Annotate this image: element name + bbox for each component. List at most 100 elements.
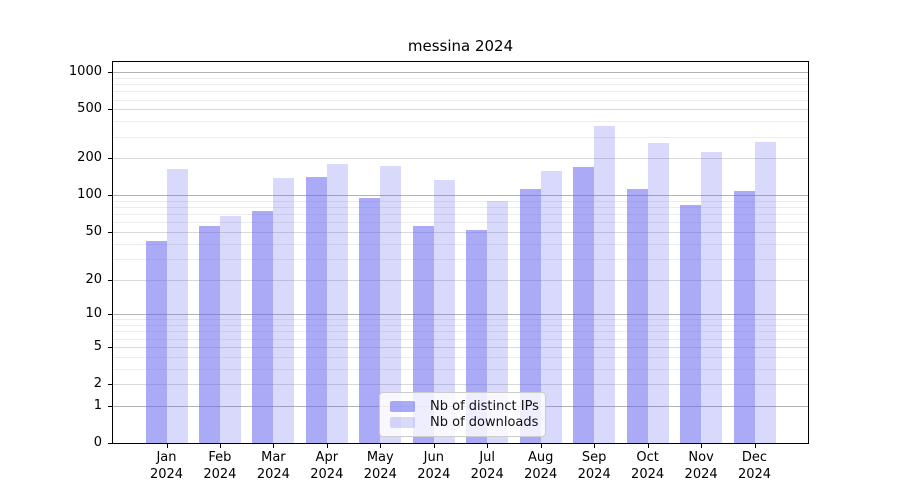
y-tick-label: 5 <box>93 338 102 354</box>
gridline-10 <box>113 314 808 316</box>
bar-distinct-ips <box>359 198 381 443</box>
y-tick <box>108 231 113 233</box>
x-tick-label: May 2024 <box>363 450 397 482</box>
x-tick <box>647 444 649 448</box>
legend-swatch-distinct-ips-icon <box>390 401 415 412</box>
gridline-70 <box>113 214 808 216</box>
bar-downloads <box>433 180 455 443</box>
gridline-300 <box>113 136 808 138</box>
y-tick <box>108 314 113 316</box>
gridline-60 <box>113 222 808 224</box>
bar-distinct-ips <box>198 226 220 443</box>
bar-downloads <box>273 177 295 443</box>
y-tick-label: 10 <box>85 306 102 322</box>
y-tick <box>108 443 113 444</box>
x-tick <box>433 444 435 448</box>
x-tick <box>166 444 168 448</box>
bar-distinct-ips <box>626 188 648 443</box>
x-tick <box>701 444 703 448</box>
x-tick <box>487 444 489 448</box>
gridline-80 <box>113 207 808 209</box>
gridline-40 <box>113 243 808 245</box>
bar-downloads <box>487 200 509 443</box>
gridline-50 <box>113 231 808 233</box>
gridline-90 <box>113 200 808 202</box>
y-tick-label: 0 <box>93 435 102 450</box>
x-tick <box>219 444 221 448</box>
bar-downloads <box>219 215 241 443</box>
bar-distinct-ips <box>252 211 274 443</box>
bar-downloads <box>754 142 776 443</box>
y-tick <box>108 72 113 74</box>
legend-swatch-downloads-icon <box>390 417 415 428</box>
x-tick <box>380 444 382 448</box>
bar-distinct-ips <box>466 229 488 443</box>
y-tick <box>108 158 113 160</box>
bar-downloads <box>540 170 562 443</box>
gridline-400 <box>113 121 808 123</box>
bar-distinct-ips <box>680 204 702 443</box>
gridline-8 <box>113 325 808 327</box>
bar-distinct-ips <box>305 176 327 443</box>
y-tick-label: 20 <box>85 271 102 287</box>
legend-item-distinct-ips: Nb of distinct IPs <box>388 399 539 414</box>
gridline-800 <box>113 84 808 86</box>
gridline-30 <box>113 258 808 260</box>
y-tick <box>108 195 113 197</box>
gridline-900 <box>113 77 808 79</box>
x-tick-label: Dec 2024 <box>737 450 772 482</box>
x-tick <box>273 444 275 448</box>
gridline-4 <box>113 356 808 358</box>
y-tick-label: 100 <box>77 187 102 203</box>
y-tick <box>108 109 113 111</box>
x-tick-label: Jan 2024 <box>149 450 184 482</box>
gridline-500 <box>113 109 808 111</box>
bar-downloads <box>166 168 188 443</box>
bar-downloads <box>594 126 616 443</box>
gridline-3 <box>113 368 808 370</box>
x-tick <box>540 444 542 448</box>
x-tick-label: Feb 2024 <box>203 450 237 482</box>
y-tick <box>108 346 113 348</box>
gridline-100 <box>113 195 808 197</box>
gridline-1000 <box>113 72 808 74</box>
y-tick <box>108 384 113 385</box>
gridline-600 <box>113 99 808 101</box>
y-tick-label: 1000 <box>68 64 102 80</box>
y-tick <box>108 405 113 407</box>
x-tick-label: Apr 2024 <box>310 450 344 482</box>
x-tick <box>326 444 328 448</box>
plot-area <box>112 61 809 444</box>
bar-distinct-ips <box>733 191 755 443</box>
bar-distinct-ips <box>145 241 167 443</box>
x-tick-label: Nov 2024 <box>684 450 718 482</box>
y-tick-label: 1 <box>93 397 102 413</box>
bar-downloads <box>380 165 402 443</box>
y-tick <box>108 279 113 281</box>
chart-title: messina 2024 <box>407 37 514 55</box>
gridline-700 <box>113 91 808 93</box>
legend-item-downloads: Nb of downloads <box>388 415 538 430</box>
x-tick <box>594 444 596 448</box>
gridline-20 <box>113 279 808 281</box>
gridline-200 <box>113 158 808 160</box>
bar-distinct-ips <box>519 188 541 443</box>
gridline-9 <box>113 319 808 321</box>
x-tick-label: Mar 2024 <box>256 450 290 482</box>
legend-label-distinct-ips: Nb of distinct IPs <box>430 399 539 414</box>
bar-downloads <box>326 163 348 443</box>
y-tick-label: 500 <box>77 101 102 117</box>
gridline-7 <box>113 331 808 333</box>
bar-distinct-ips <box>412 226 434 443</box>
x-tick-label: Jun 2024 <box>417 450 451 482</box>
y-tick-label: 2 <box>93 376 102 391</box>
bar-downloads <box>701 152 723 443</box>
gridline-6 <box>113 338 808 340</box>
x-tick <box>754 444 756 448</box>
x-tick-label: Jul 2024 <box>470 450 504 482</box>
y-tick-label: 200 <box>77 150 102 166</box>
y-tick-label: 50 <box>85 223 102 239</box>
bar-downloads <box>647 143 669 443</box>
legend: Nb of distinct IPs Nb of downloads <box>379 392 546 437</box>
